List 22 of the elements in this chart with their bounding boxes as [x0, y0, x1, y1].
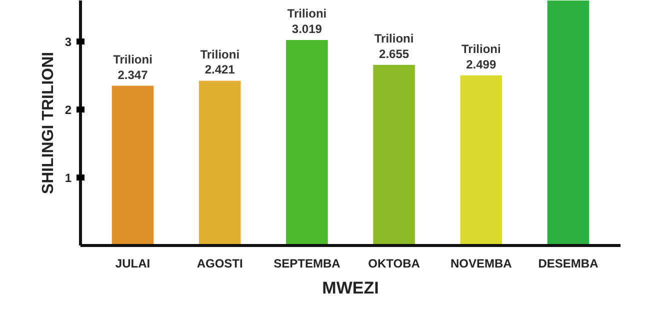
y-tick-label: 2 — [64, 102, 72, 117]
x-tick-label: AGOSTI — [196, 256, 243, 270]
y-tick-label: 3 — [64, 34, 72, 49]
x-axis-title: MWEZI — [322, 278, 379, 298]
x-tick-label: SEPTEMBA — [274, 256, 341, 270]
x-tick-label: JULAI — [115, 256, 150, 270]
y-axis-title: SHILINGI TRILIONI — [40, 52, 57, 194]
x-tick-label: DESEMBA — [538, 256, 599, 270]
x-tick-label: NOVEMBA — [450, 256, 512, 270]
data-label: Trilioni 2.421 — [200, 47, 240, 77]
x-tick-label: OKTOBA — [368, 256, 420, 270]
data-label: Trilioni 2.655 — [374, 31, 414, 61]
bar — [112, 86, 154, 246]
data-label: Trilioni 3.019 — [287, 6, 327, 36]
bar — [547, 0, 590, 246]
data-label: Trilioni 2.499 — [461, 42, 501, 72]
bar — [198, 80, 241, 246]
y-tick-label: 1 — [64, 170, 72, 185]
data-label: Trilioni 2.347 — [113, 52, 152, 82]
bar — [373, 64, 415, 246]
bar — [460, 75, 502, 246]
bar — [286, 40, 328, 246]
